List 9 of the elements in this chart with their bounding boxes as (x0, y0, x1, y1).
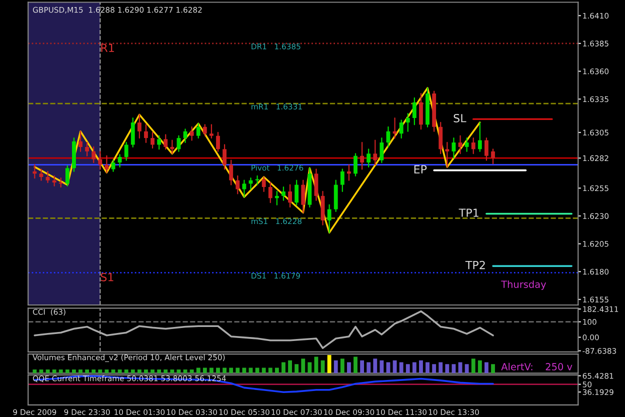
annotation: AlertV: (501, 362, 532, 370)
series-label: TP2 (465, 260, 485, 270)
annotation: S1 (100, 272, 114, 282)
annotation: R1 (101, 44, 114, 52)
series-label: SL (454, 114, 466, 122)
annotation: Thursday (501, 280, 546, 290)
series-label: EP (414, 165, 427, 174)
series-label: TP1 (458, 208, 478, 217)
annotation: 250 v (546, 363, 572, 370)
